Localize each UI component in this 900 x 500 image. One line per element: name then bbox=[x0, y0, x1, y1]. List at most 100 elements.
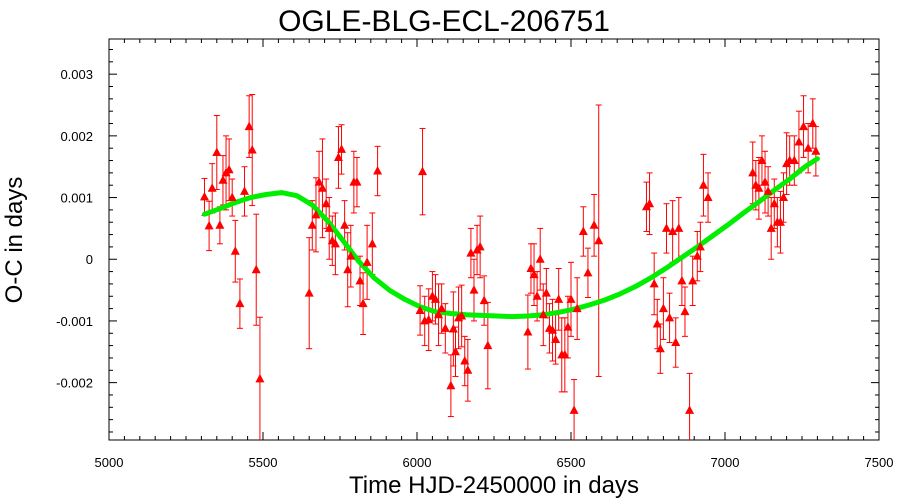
data-point-triangle bbox=[541, 288, 551, 297]
data-point-triangle bbox=[317, 183, 327, 192]
data-point-triangle bbox=[680, 306, 690, 316]
fit-curve bbox=[202, 156, 820, 320]
data-point-triangle bbox=[430, 294, 440, 303]
data-point-triangle bbox=[437, 303, 447, 313]
error-bars bbox=[201, 94, 819, 440]
data-point-triangle bbox=[230, 246, 240, 255]
data-point-triangle bbox=[240, 186, 250, 195]
data-point-triangle bbox=[457, 310, 467, 320]
chart-title: OGLE-BLG-ECL-206751 bbox=[278, 5, 610, 38]
data-point-triangle bbox=[671, 337, 681, 347]
data-point-triangle bbox=[692, 251, 702, 260]
x-axis-title: Time HJD-2450000 in days bbox=[349, 472, 639, 499]
data-point-triangle bbox=[451, 346, 460, 356]
data-point-triangle bbox=[424, 314, 434, 324]
data-point-triangle bbox=[314, 177, 324, 186]
data-point-triangle bbox=[811, 146, 821, 155]
data-point-triangle bbox=[551, 334, 561, 343]
x-tick-label: 5500 bbox=[249, 455, 278, 470]
data-point-triangle bbox=[589, 220, 599, 229]
y-tick-label: 0.002 bbox=[60, 129, 93, 144]
data-point-triangle bbox=[760, 177, 770, 186]
y-tick-label: 0.001 bbox=[60, 191, 93, 206]
data-point-triangle bbox=[661, 223, 671, 232]
x-tick-label: 5000 bbox=[95, 455, 124, 470]
data-point-triangle bbox=[204, 220, 214, 230]
data-point-triangle bbox=[333, 152, 343, 161]
data-point-triangle bbox=[789, 155, 799, 165]
data-point-triangle bbox=[311, 209, 321, 219]
data-point-triangle bbox=[362, 257, 372, 266]
data-point-triangle bbox=[304, 288, 314, 297]
data-point-triangle bbox=[779, 192, 789, 202]
data-point-triangle bbox=[446, 380, 456, 390]
data-point-triangle bbox=[330, 238, 340, 248]
data-point-triangle bbox=[235, 298, 245, 308]
data-point-triangle bbox=[355, 275, 365, 285]
data-point-triangle bbox=[763, 186, 773, 195]
data-point-triangle bbox=[775, 217, 785, 226]
data-point-triangle bbox=[748, 167, 758, 177]
data-point-triangle bbox=[251, 264, 261, 274]
data-point-triangle bbox=[418, 166, 428, 176]
data-point-triangle bbox=[563, 322, 573, 331]
data-point-triangle bbox=[215, 220, 225, 229]
data-point-triangle bbox=[207, 183, 217, 192]
data-point-triangle bbox=[463, 365, 473, 374]
data-point-triangle bbox=[554, 294, 564, 303]
y-axis-title: O-C in days bbox=[1, 177, 28, 304]
data-point-triangle bbox=[247, 145, 257, 154]
data-point-triangle bbox=[548, 325, 558, 334]
data-point-triangle bbox=[340, 220, 350, 229]
data-point-triangle bbox=[346, 251, 356, 260]
axis-ticks: 5000 5500 6000 6500 7000 7500 -0.002 -0.001 0 0.0… bbox=[56, 39, 893, 470]
y-tick-label: -0.002 bbox=[56, 376, 93, 391]
y-tick-label: 0 bbox=[86, 252, 93, 267]
data-point-triangle bbox=[440, 323, 450, 332]
y-tick-label: 0.003 bbox=[60, 67, 93, 82]
data-point-triangle bbox=[324, 223, 334, 232]
data-point-triangle bbox=[255, 373, 265, 383]
data-point-triangle bbox=[695, 241, 705, 251]
data-point-triangle bbox=[227, 192, 237, 202]
data-point-triangle bbox=[658, 303, 668, 313]
data-point-triangle bbox=[649, 278, 659, 288]
data-point-triangle bbox=[803, 143, 813, 152]
data-point-triangle bbox=[688, 275, 698, 285]
data-point-triangle bbox=[483, 340, 493, 350]
data-point-triangle bbox=[794, 137, 804, 146]
data-point-triangle bbox=[343, 264, 353, 274]
data-point-triangle bbox=[578, 226, 588, 235]
plot-frame bbox=[108, 38, 880, 441]
data-point-triangle bbox=[307, 220, 317, 229]
data-point-triangle bbox=[703, 192, 713, 202]
data-point-triangle bbox=[698, 180, 708, 189]
data-point-triangle bbox=[572, 303, 582, 313]
data-point-triangle bbox=[769, 198, 779, 208]
data-point-triangle bbox=[367, 238, 377, 248]
fit-curve-group bbox=[202, 156, 820, 320]
data-point-triangle bbox=[448, 323, 458, 333]
data-point-triangle bbox=[321, 198, 331, 208]
x-tick-label: 7000 bbox=[711, 455, 740, 470]
y-tick-label: -0.001 bbox=[56, 314, 93, 329]
data-point-triangle bbox=[526, 263, 536, 272]
data-point-triangle bbox=[655, 343, 665, 353]
x-tick-label: 6000 bbox=[403, 455, 432, 470]
data-point-triangle bbox=[677, 275, 687, 285]
data-point-triangle bbox=[652, 319, 662, 328]
data-point-triangle bbox=[754, 183, 764, 192]
data-point-triangle bbox=[645, 198, 655, 208]
data-point-triangle bbox=[665, 312, 675, 322]
data-point-triangle bbox=[244, 121, 254, 131]
data-point-triangle bbox=[466, 248, 476, 257]
data-point-triangle bbox=[583, 267, 593, 277]
data-point-triangle bbox=[469, 285, 479, 294]
data-point-triangle bbox=[475, 241, 485, 251]
data-point-triangle bbox=[460, 356, 470, 365]
data-point-triangle bbox=[224, 164, 234, 174]
data-point-triangle bbox=[757, 155, 767, 165]
data-point-triangle bbox=[668, 226, 678, 235]
data-point-triangle bbox=[373, 166, 383, 175]
data-point-triangle bbox=[415, 305, 425, 314]
